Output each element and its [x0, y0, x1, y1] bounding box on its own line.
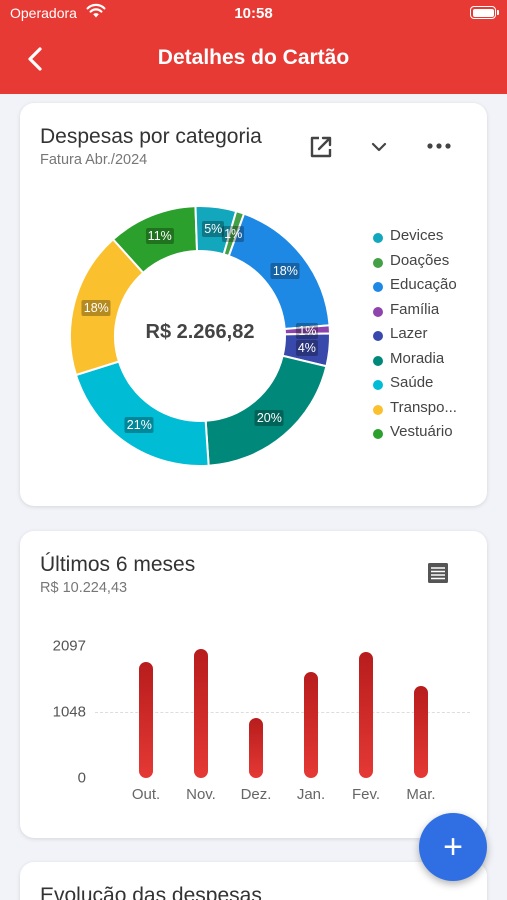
category-card-subtitle: Fatura Abr./2024 [40, 152, 148, 168]
donut-center-total: R$ 2.266,82 [145, 321, 255, 343]
donut-slice-label: 1% [222, 225, 245, 242]
legend-label: Transpo... [390, 398, 457, 416]
bar-dez[interactable] [249, 718, 263, 778]
donut-slice-label: 18% [81, 299, 111, 316]
donut-slice-transporte[interactable] [69, 237, 145, 377]
x-axis-tick-label: Dez. [240, 786, 272, 803]
bar-out[interactable] [139, 661, 153, 778]
months-card: Últimos 6 meses R$ 10.224,43 2097 1048 0 Ou… [20, 531, 487, 838]
months-bar-chart: 2097 1048 0 Out. Nov. Dez. Jan. Fev. Mar. [20, 626, 487, 816]
category-legend: Devices Doações Educação Família Lazer Moradi… [373, 227, 483, 448]
y-axis-tick-label: 1048 [52, 703, 86, 721]
legend-item[interactable]: Doações [373, 252, 483, 277]
x-axis-tick-label: Nov. [186, 786, 216, 803]
chevron-down-icon[interactable] [369, 137, 389, 157]
legend-color-dot [373, 355, 383, 366]
legend-label: Saúde [390, 374, 434, 391]
legend-item[interactable]: Educação [373, 276, 483, 301]
legend-color-dot [373, 233, 383, 243]
legend-label: Família [390, 300, 440, 318]
donut-slice-label: 11% [145, 228, 174, 245]
grid-line [95, 712, 470, 714]
page-title: Detalhes do Cartão [157, 46, 350, 69]
y-axis-tick-label: 2097 [52, 637, 86, 655]
legend-item[interactable]: Moradia [373, 350, 483, 375]
donut-slice-label: 1% [296, 322, 319, 339]
legend-label: Vestuário [390, 423, 453, 440]
bar-mar[interactable] [414, 686, 428, 778]
months-card-subtitle: R$ 10.224,43 [40, 580, 128, 596]
donut-slice-saúde[interactable] [74, 360, 210, 467]
app-bar: Operadora 10:58 Detalhes do Cartão [0, 0, 507, 94]
x-axis-tick-label: Out. [131, 786, 161, 803]
y-axis-tick-label: 0 [77, 769, 86, 787]
battery-icon [470, 6, 499, 19]
table-icon[interactable] [425, 560, 451, 586]
bar-fev[interactable] [359, 652, 373, 778]
legend-item[interactable]: Vestuário [373, 423, 483, 448]
donut-slice-label: 5% [202, 221, 225, 238]
donut-slice-label: 18% [270, 262, 300, 279]
legend-color-dot [373, 306, 383, 317]
x-axis-tick-label: Jan. [296, 786, 326, 803]
donut-slice-label: 4% [295, 339, 318, 356]
legend-color-dot [373, 331, 383, 341]
legend-label: Devices [390, 227, 444, 244]
donut-slice-label: 20% [254, 410, 284, 427]
legend-item[interactable]: Devices [373, 227, 483, 252]
carrier-label: Operadora [10, 5, 77, 21]
legend-label: Lazer [390, 325, 428, 342]
legend-color-dot [373, 282, 383, 292]
legend-item[interactable]: Lazer [373, 325, 483, 350]
wifi-icon [86, 3, 106, 18]
category-card-title: Despesas por categoria [40, 125, 262, 148]
donut-slice-label: 21% [124, 416, 154, 433]
months-card-title: Últimos 6 meses [40, 553, 196, 576]
evolution-card-title: Evolução das despesas [40, 884, 262, 900]
legend-item[interactable]: Saúde [373, 374, 483, 399]
legend-label: Doações [390, 251, 450, 269]
legend-item[interactable]: Família [373, 301, 483, 326]
add-expense-button[interactable]: + [419, 813, 487, 881]
x-axis-tick-label: Fev. [351, 786, 381, 803]
bar-nov[interactable] [194, 648, 208, 778]
legend-color-dot [373, 380, 383, 390]
legend-color-dot [373, 404, 383, 415]
legend-color-dot [373, 257, 383, 268]
plus-icon: + [443, 828, 463, 866]
legend-item[interactable]: Transpo... [373, 399, 483, 424]
legend-color-dot [373, 429, 383, 439]
category-donut-chart [69, 205, 331, 467]
status-bar: Operadora 10:58 [0, 0, 507, 28]
category-card: Despesas por categoria Fatura Abr./2024 … [20, 103, 487, 506]
evolution-card: Evolução das despesas [20, 862, 487, 900]
more-horizontal-icon[interactable] [425, 136, 453, 156]
open-external-icon[interactable] [308, 134, 334, 160]
chevron-left-icon[interactable] [22, 44, 52, 74]
clock: 10:58 [234, 5, 273, 22]
legend-label: Educação [390, 276, 457, 293]
x-axis-tick-label: Mar. [406, 786, 436, 803]
legend-label: Moradia [390, 349, 445, 367]
bar-jan[interactable] [304, 672, 318, 778]
